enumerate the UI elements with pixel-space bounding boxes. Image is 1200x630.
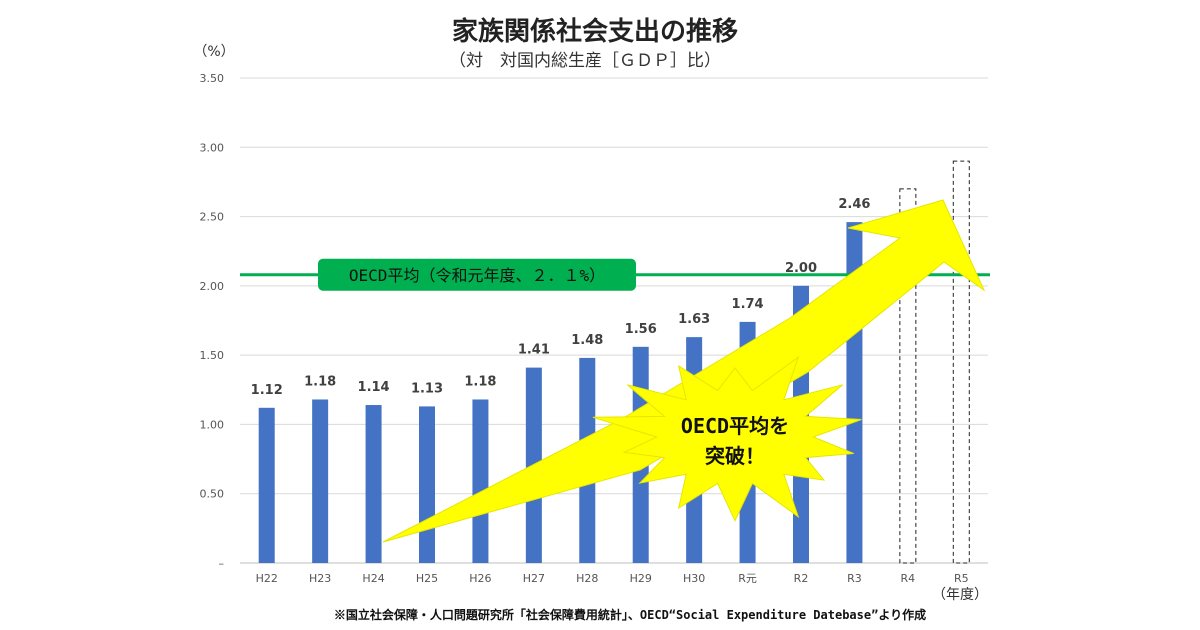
data-label: 1.48 — [571, 333, 603, 348]
data-label: 1.63 — [678, 312, 710, 327]
x-tick-label: R4 — [901, 572, 916, 585]
data-label: 1.41 — [518, 343, 550, 358]
gridlines — [240, 77, 988, 564]
x-tick-label: H23 — [309, 572, 331, 585]
x-tick-label: R3 — [847, 572, 862, 585]
x-tick-label: R2 — [794, 572, 809, 585]
bar — [312, 399, 329, 563]
data-label: 1.14 — [358, 380, 390, 395]
y-tick-label: 0.50 — [200, 488, 225, 501]
data-label: 1.56 — [625, 322, 657, 337]
x-tick-label: H26 — [469, 572, 491, 585]
x-tick-label: R5 — [954, 572, 969, 585]
bar — [472, 399, 489, 563]
x-tick-label: H25 — [416, 572, 438, 585]
annotation-line-1: OECD平均を — [681, 414, 789, 438]
y-tick-label: 3.50 — [200, 72, 225, 85]
oecd-label: OECD平均（令和元年度、２．１%） — [349, 266, 605, 285]
data-labels: 1.12 1.18 1.14 1.13 1.18 1.41 1.48 1.56 1.63 1.74… — [251, 197, 871, 398]
data-label: 2.46 — [838, 197, 870, 212]
bar — [419, 406, 435, 563]
x-tick-label: H27 — [523, 572, 545, 585]
y-tick-label: 3.00 — [200, 141, 225, 154]
projected-bar — [952, 160, 970, 564]
x-tick-label: H30 — [683, 572, 705, 585]
projected-bar — [899, 188, 917, 564]
annotation-line-2: 突破！ — [705, 444, 765, 468]
y-tick-label: 2.50 — [200, 211, 225, 224]
chart-subtitle: （対 対国内総生産［ＧＤＰ］比） — [449, 51, 721, 71]
source-note: ※国立社会保障・人口問題研究所「社会保障費用統計」、OECD“Social Ex… — [334, 607, 926, 622]
bar — [365, 405, 382, 563]
x-axis-unit: （年度） — [932, 587, 988, 603]
y-tick-label: 2.00 — [200, 280, 225, 293]
y-axis-ticks: – 0.50 1.00 1.50 2.00 2.50 3.00 3.50 — [200, 72, 225, 570]
data-label: 1.74 — [732, 297, 764, 312]
oecd-label-box — [318, 258, 636, 291]
data-label: 1.12 — [251, 383, 283, 398]
y-tick-label: 1.50 — [200, 349, 225, 362]
data-label: 1.18 — [464, 374, 496, 389]
bars — [258, 160, 970, 564]
data-label: 2.00 — [785, 261, 817, 276]
x-tick-label: H24 — [362, 572, 384, 585]
data-label: 1.13 — [411, 381, 443, 396]
x-tick-label: R元 — [738, 572, 757, 585]
y-tick-label: 1.00 — [200, 418, 225, 431]
x-tick-label: H22 — [256, 572, 278, 585]
x-axis-categories: H22 H23 H24 H25 H26 H27 H28 H29 H30 R元 R2 R3 R4 R5 — [256, 572, 969, 585]
data-label: 1.18 — [304, 374, 336, 389]
bar — [258, 407, 275, 563]
chart-title: 家族関係社会支出の推移 — [452, 16, 738, 47]
y-axis-unit: （%） — [193, 44, 234, 60]
x-tick-label: H29 — [630, 572, 652, 585]
y-tick-label: – — [219, 557, 225, 570]
burst-shape — [592, 355, 862, 522]
x-tick-label: H28 — [576, 572, 598, 585]
